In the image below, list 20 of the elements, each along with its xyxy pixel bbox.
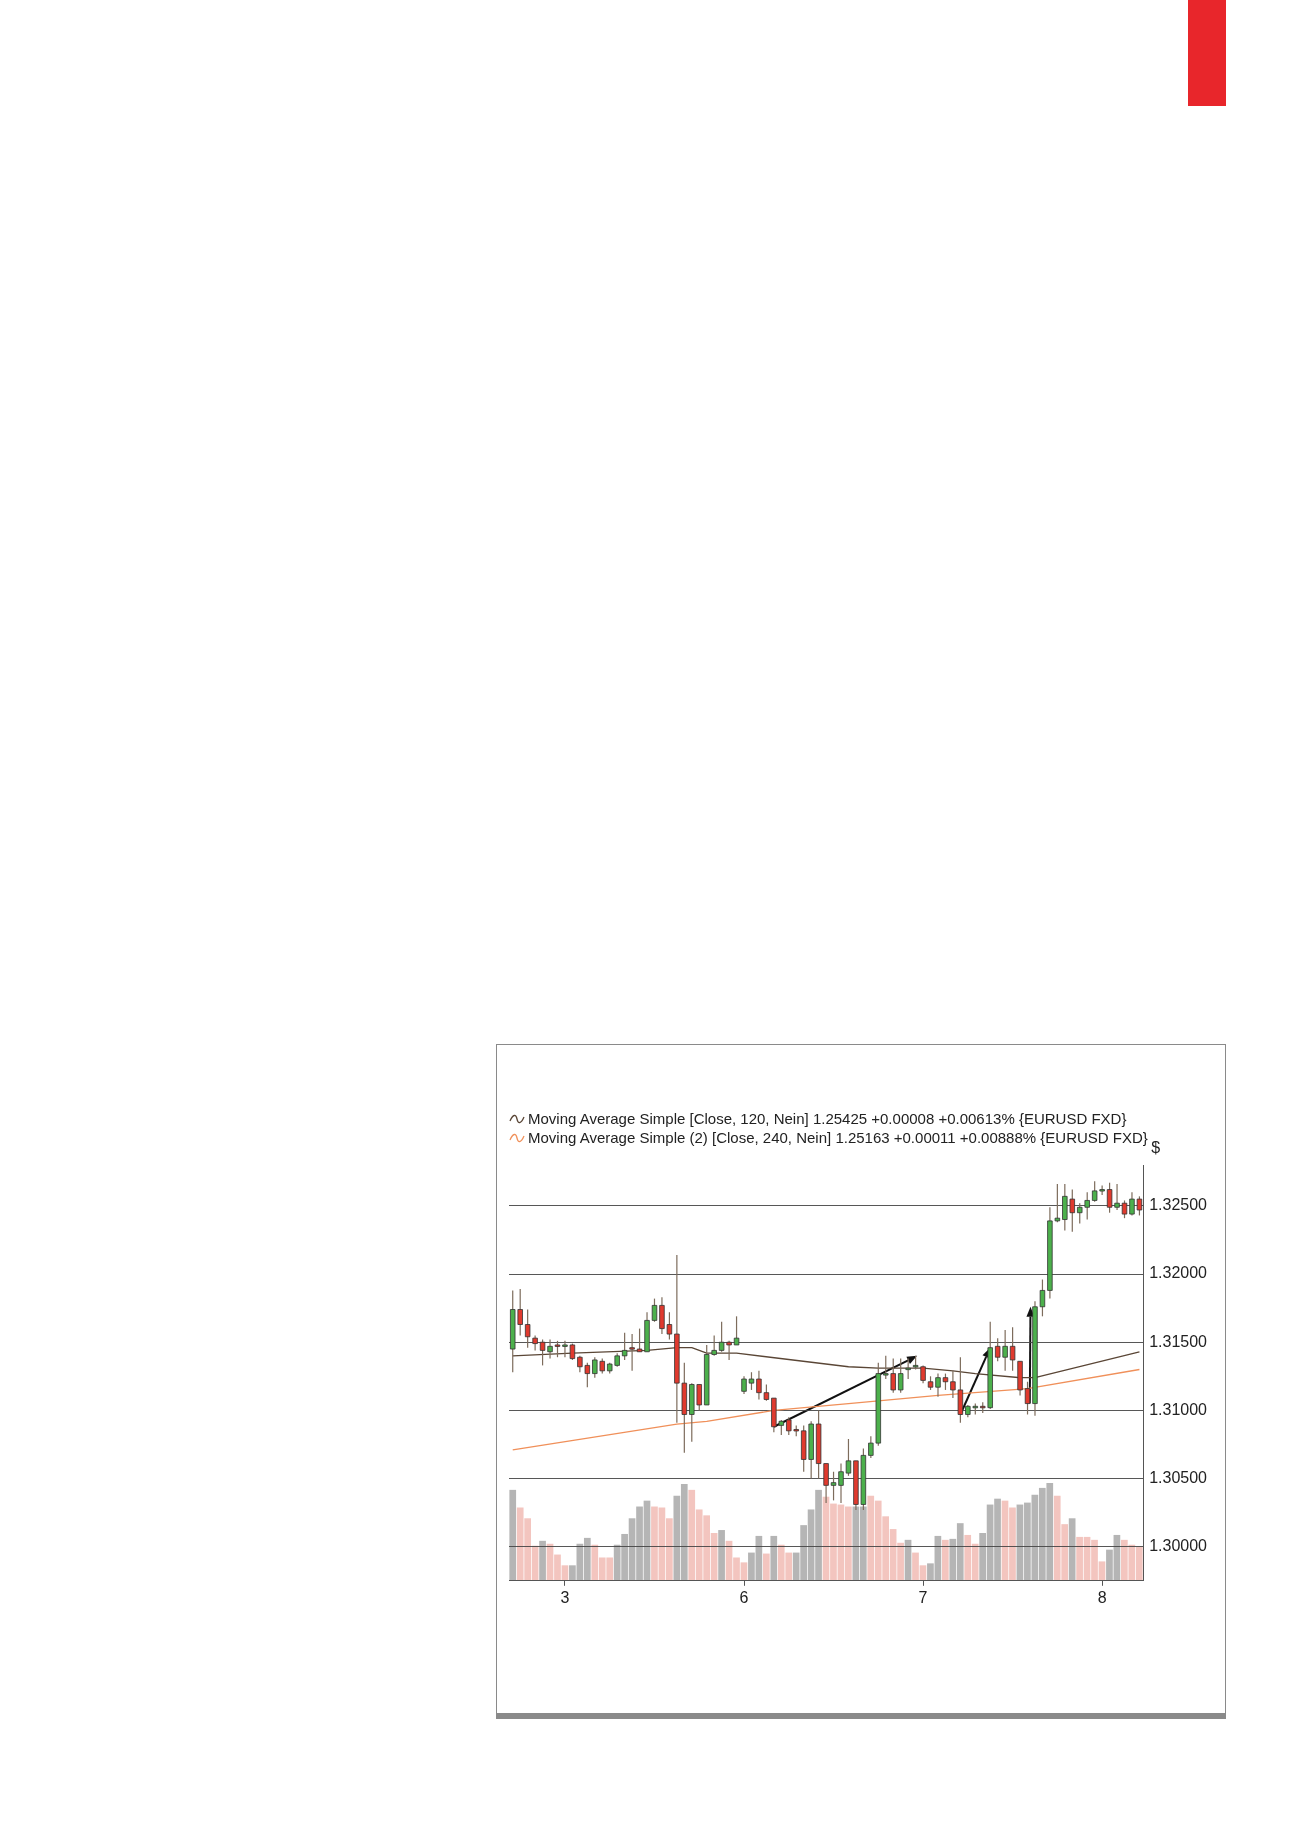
x-tick-label: 6 — [739, 1588, 749, 1606]
y-tick-label: 1.31000 — [1149, 1400, 1208, 1418]
bar — [762, 1553, 770, 1582]
x-tick-label: 8 — [1097, 1588, 1107, 1606]
bar — [718, 1530, 725, 1582]
y-tick-label: 1.32000 — [1149, 1264, 1208, 1282]
bar — [509, 1489, 517, 1582]
x-tick-label: 3 — [560, 1588, 570, 1606]
bar — [539, 1540, 546, 1582]
candlestick — [629, 1333, 635, 1372]
bar — [770, 1536, 778, 1582]
y-tick-label: 1.30500 — [1149, 1468, 1208, 1486]
y-axis-title: $ — [1151, 1139, 1161, 1157]
y-tick-label: 1.30000 — [1149, 1537, 1208, 1555]
y-tick-label: 1.32500 — [1149, 1196, 1208, 1214]
legend-label: Moving Average Simple [Close, 120, Nein] 1.25425 +0.00008 +0.00613% {EURUSD FXD} — [528, 1109, 1127, 1128]
y-tick-label: 1.31500 — [1149, 1332, 1208, 1350]
legend-label: Moving Average Simple (2) [Close, 240, Nein] 1.25163 +0.00011 +0.00888% {EURUSD FXD} — [528, 1128, 1148, 1147]
x-tick-label: 7 — [918, 1588, 928, 1606]
bar — [941, 1539, 949, 1582]
